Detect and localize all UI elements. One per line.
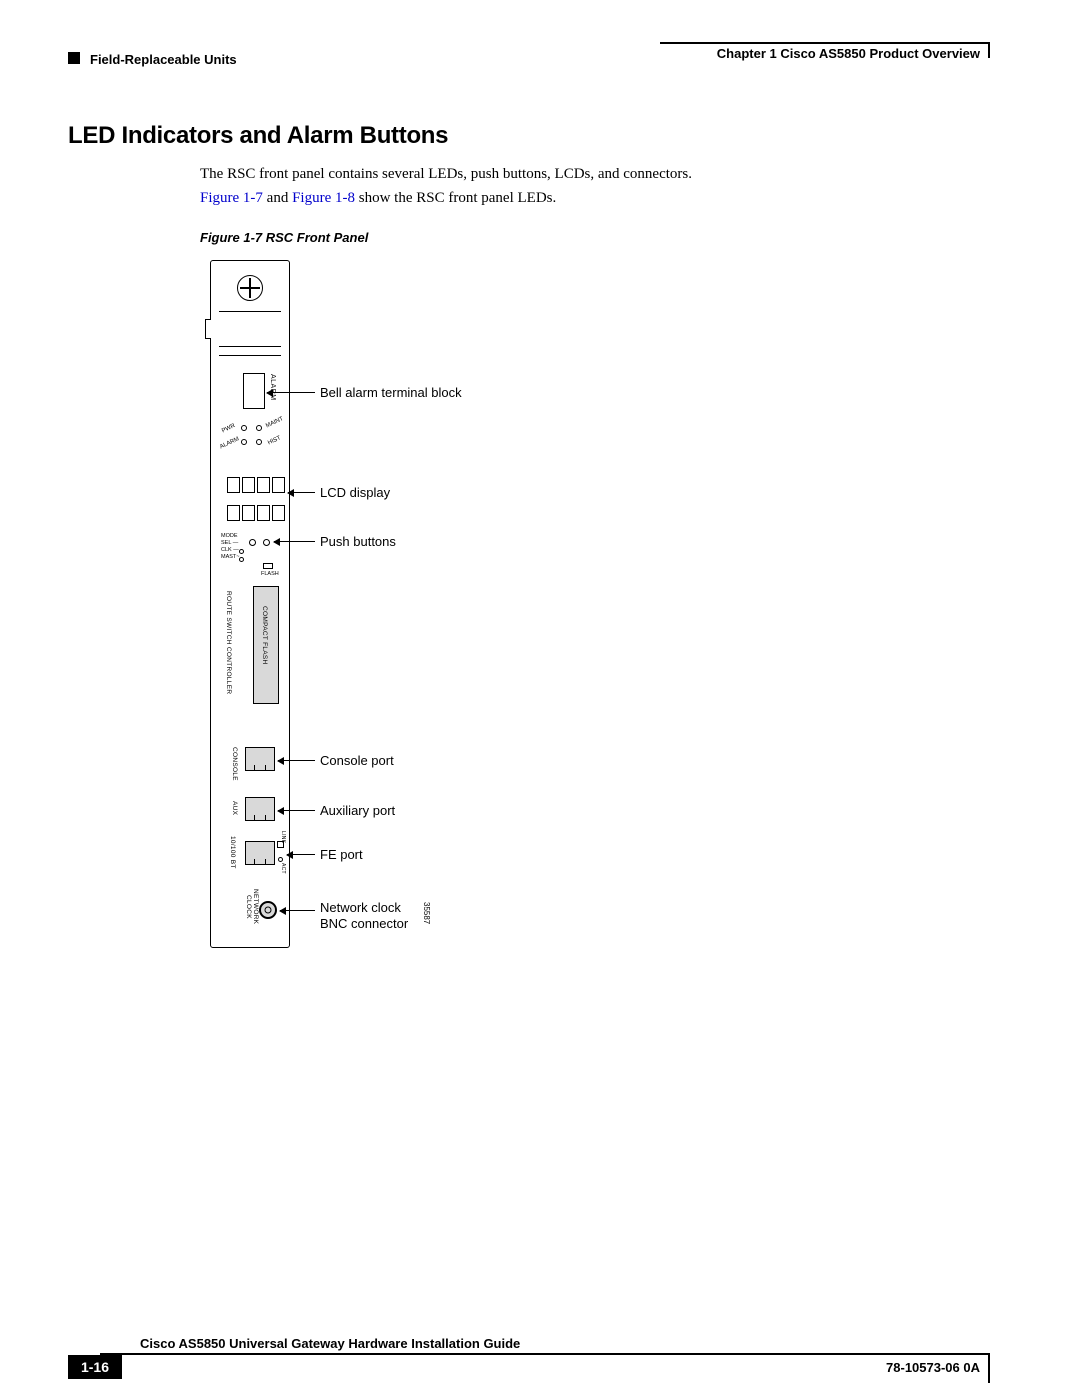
footer-rule-end <box>988 1353 991 1383</box>
bt-label: 10/100 BT <box>229 836 236 869</box>
image-number: 35587 <box>422 902 431 924</box>
figure-caption: Figure 1-7 RSC Front Panel <box>200 230 368 245</box>
footer-doc-number: 78-10573-06 0A <box>886 1360 980 1375</box>
callout-line-fe <box>287 854 315 855</box>
callout-line-push <box>274 541 315 542</box>
netclk-label: NETWORKCLOCK <box>245 889 259 924</box>
figure-ref-1-7[interactable]: Figure 1-7 <box>200 190 263 206</box>
callout-bnc-2: BNC connector <box>320 916 408 931</box>
callout-line-alarm <box>267 392 315 393</box>
callout-line-lcd <box>288 492 315 493</box>
clk-label: CLK — <box>221 547 239 553</box>
side-tab <box>205 319 211 339</box>
flash-indicator <box>263 563 273 569</box>
footer-title: Cisco AS5850 Universal Gateway Hardware … <box>140 1336 520 1351</box>
callout-console: Console port <box>320 753 394 768</box>
callout-line-aux <box>278 810 315 811</box>
document-page: Chapter 1 Cisco AS5850 Product Overview … <box>0 0 1080 1397</box>
mode-label: MODE <box>221 533 238 539</box>
section-label: Field-Replaceable Units <box>90 52 237 67</box>
body-paragraph-2: Figure 1-7 and Figure 1-8 show the RSC f… <box>200 188 556 208</box>
console-port <box>245 747 275 771</box>
footer-rule <box>100 1353 990 1355</box>
panel-divider <box>219 311 281 312</box>
callout-lcd: LCD display <box>320 485 390 500</box>
hist-label: HIST <box>267 435 282 446</box>
section-marker <box>68 52 80 64</box>
rsc-label: ROUTE SWITCH CONTROLLER <box>225 591 232 694</box>
console-label: CONSOLE <box>231 747 238 781</box>
callout-line-bnc <box>280 910 315 911</box>
panel-divider <box>219 346 281 347</box>
push-button-1 <box>249 539 256 546</box>
flash-label: FLASH <box>261 571 279 577</box>
callout-line-console <box>278 760 315 761</box>
callout-bnc-1: Network clock <box>320 900 401 915</box>
callout-aux: Auxiliary port <box>320 803 395 818</box>
callout-push: Push buttons <box>320 534 396 549</box>
panel-outline: ALARM PWR MAINT ALARM HIST MODE SEL — CL… <box>210 260 290 948</box>
panel-divider <box>219 355 281 356</box>
bnc-connector <box>259 901 277 919</box>
lcd-row-2 <box>227 505 285 521</box>
act-label: ACT <box>280 863 286 874</box>
aux-port <box>245 797 275 821</box>
aux-label: AUX <box>231 801 238 815</box>
alarm-terminal-block <box>243 373 265 409</box>
rsc-front-panel-diagram: ALARM PWR MAINT ALARM HIST MODE SEL — CL… <box>200 260 700 960</box>
mast-label: MAST~ <box>221 554 240 560</box>
header-chapter: Chapter 1 Cisco AS5850 Product Overview <box>717 46 980 61</box>
callout-alarm: Bell alarm terminal block <box>320 385 462 400</box>
figure-ref-1-8[interactable]: Figure 1-8 <box>292 190 355 206</box>
cf-label: COMPACT FLASH <box>261 606 268 665</box>
header-rule-end <box>988 42 991 58</box>
footer-page-number: 1-16 <box>68 1355 122 1379</box>
lcd-row-1 <box>227 477 285 493</box>
callout-fe: FE port <box>320 847 363 862</box>
led-row-1 <box>225 425 263 432</box>
header-rule <box>660 42 990 44</box>
section-title: LED Indicators and Alarm Buttons <box>68 122 448 150</box>
body-paragraph-1: The RSC front panel contains several LED… <box>200 164 692 184</box>
led-row-2 <box>225 439 263 446</box>
act-led <box>278 857 283 862</box>
maint-label: MAINT <box>265 416 284 429</box>
link-label: LINK <box>280 831 286 843</box>
fe-port <box>245 841 275 865</box>
push-button-2 <box>263 539 270 546</box>
mast-led <box>239 557 244 562</box>
screw-icon <box>237 275 263 301</box>
clk-led <box>239 549 244 554</box>
sel-label: SEL — <box>221 540 238 546</box>
